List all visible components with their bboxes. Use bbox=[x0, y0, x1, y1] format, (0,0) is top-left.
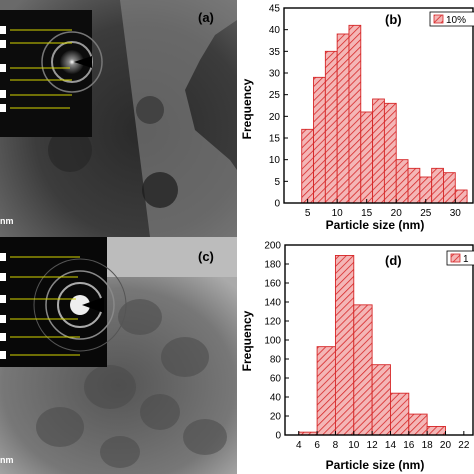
legend: 10% bbox=[429, 11, 474, 27]
x-tick-label: 20 bbox=[440, 440, 452, 451]
histogram-bar bbox=[443, 172, 456, 204]
histogram-bar bbox=[371, 364, 391, 436]
histogram-bar bbox=[426, 425, 446, 436]
legend: 1 bbox=[446, 250, 474, 266]
y-tick-label: 60 bbox=[270, 374, 282, 385]
histogram-bar bbox=[431, 167, 444, 204]
x-tick-label: 25 bbox=[420, 208, 432, 219]
x-axis-label: Particle size (nm) bbox=[326, 218, 425, 232]
x-tick-label: 4 bbox=[296, 440, 302, 451]
x-tick-label: 18 bbox=[422, 440, 434, 451]
x-axis-label: Particle size (nm) bbox=[326, 458, 425, 472]
histogram-bar bbox=[390, 392, 410, 436]
panel-label-c: (c) bbox=[198, 249, 214, 264]
y-axis-label: Frequency bbox=[240, 78, 254, 139]
saed-inset-c bbox=[0, 237, 127, 367]
scalebar-label-c: nm bbox=[0, 455, 14, 465]
x-tick-label: 22 bbox=[458, 440, 470, 451]
saed-inset-a bbox=[0, 10, 103, 137]
axes-frame bbox=[283, 7, 474, 204]
scalebar-label-a: nm bbox=[0, 216, 14, 226]
legend-label: 10% bbox=[446, 15, 466, 26]
y-axis-label: Frequency bbox=[240, 310, 254, 371]
x-tick-label: 30 bbox=[450, 208, 462, 219]
y-tick-label: 25 bbox=[269, 90, 281, 101]
histogram-b: 0 5 10 15 20 25 30 35 40 45 5 10 15 20 25 30 Particle si… bbox=[237, 0, 474, 237]
y-tick-label: 140 bbox=[264, 298, 281, 309]
histogram-bar bbox=[313, 76, 326, 204]
x-tick-label: 5 bbox=[305, 208, 311, 219]
y-tick-label: 0 bbox=[275, 431, 281, 442]
histogram-b-svg: 0 5 10 15 20 25 30 35 40 45 5 10 15 20 25 30 Particle si… bbox=[240, 4, 474, 232]
histogram-bar bbox=[407, 167, 421, 204]
x-tick-label: 14 bbox=[385, 440, 397, 451]
y-tick-label: 30 bbox=[269, 69, 281, 80]
tem-image-c: (c) nm bbox=[0, 237, 237, 474]
x-tick-label: 16 bbox=[403, 440, 415, 451]
y-tick-label: 45 bbox=[269, 4, 281, 15]
y-tick-label: 0 bbox=[274, 199, 280, 210]
histogram-bar bbox=[395, 159, 409, 204]
x-tick-label: 12 bbox=[367, 440, 379, 451]
histogram-bar bbox=[353, 304, 373, 436]
y-tick-label: 20 bbox=[270, 412, 282, 423]
legend-label: 1 bbox=[463, 254, 469, 265]
y-tick-label: 15 bbox=[269, 134, 281, 145]
x-tick-label: 20 bbox=[391, 208, 403, 219]
x-tick-label: 8 bbox=[333, 440, 339, 451]
y-tick-label: 160 bbox=[264, 279, 281, 290]
histogram-bar bbox=[348, 24, 362, 204]
y-tick-label: 40 bbox=[269, 25, 281, 36]
histogram-bar bbox=[383, 102, 397, 204]
histogram-bar bbox=[324, 50, 338, 204]
panel-label: (b) bbox=[385, 12, 402, 27]
y-tick-label: 200 bbox=[264, 241, 281, 252]
histogram-d: 0 20 40 60 80 100 120 140 160 180 200 4 6 8 10 12 14 16 18… bbox=[237, 237, 474, 474]
histogram-bar bbox=[360, 111, 374, 204]
panel-label: (d) bbox=[385, 253, 402, 268]
y-tick-label: 20 bbox=[269, 112, 281, 123]
histogram-bar bbox=[316, 346, 336, 436]
panel-label-a: (a) bbox=[198, 10, 214, 25]
histogram-bar bbox=[334, 255, 355, 436]
histogram-bar bbox=[408, 413, 428, 436]
tem-image-a: (a) nm bbox=[0, 0, 237, 237]
y-tick-label: 10 bbox=[269, 155, 281, 166]
histogram-bar bbox=[301, 128, 314, 204]
y-tick-label: 80 bbox=[270, 355, 282, 366]
histogram-bar bbox=[454, 189, 468, 204]
y-tick-label: 40 bbox=[270, 393, 282, 404]
y-tick-label: 120 bbox=[264, 317, 281, 328]
x-tick-label: 10 bbox=[332, 208, 344, 219]
histogram-bar bbox=[372, 98, 385, 204]
y-tick-label: 180 bbox=[264, 260, 281, 271]
x-tick-label: 6 bbox=[314, 440, 320, 451]
y-tick-label: 5 bbox=[274, 177, 280, 188]
x-tick-label: 15 bbox=[361, 208, 373, 219]
y-tick-label: 100 bbox=[264, 336, 281, 347]
y-tick-label: 35 bbox=[269, 47, 281, 58]
histogram-bar bbox=[336, 33, 350, 204]
x-tick-label: 10 bbox=[348, 440, 360, 451]
